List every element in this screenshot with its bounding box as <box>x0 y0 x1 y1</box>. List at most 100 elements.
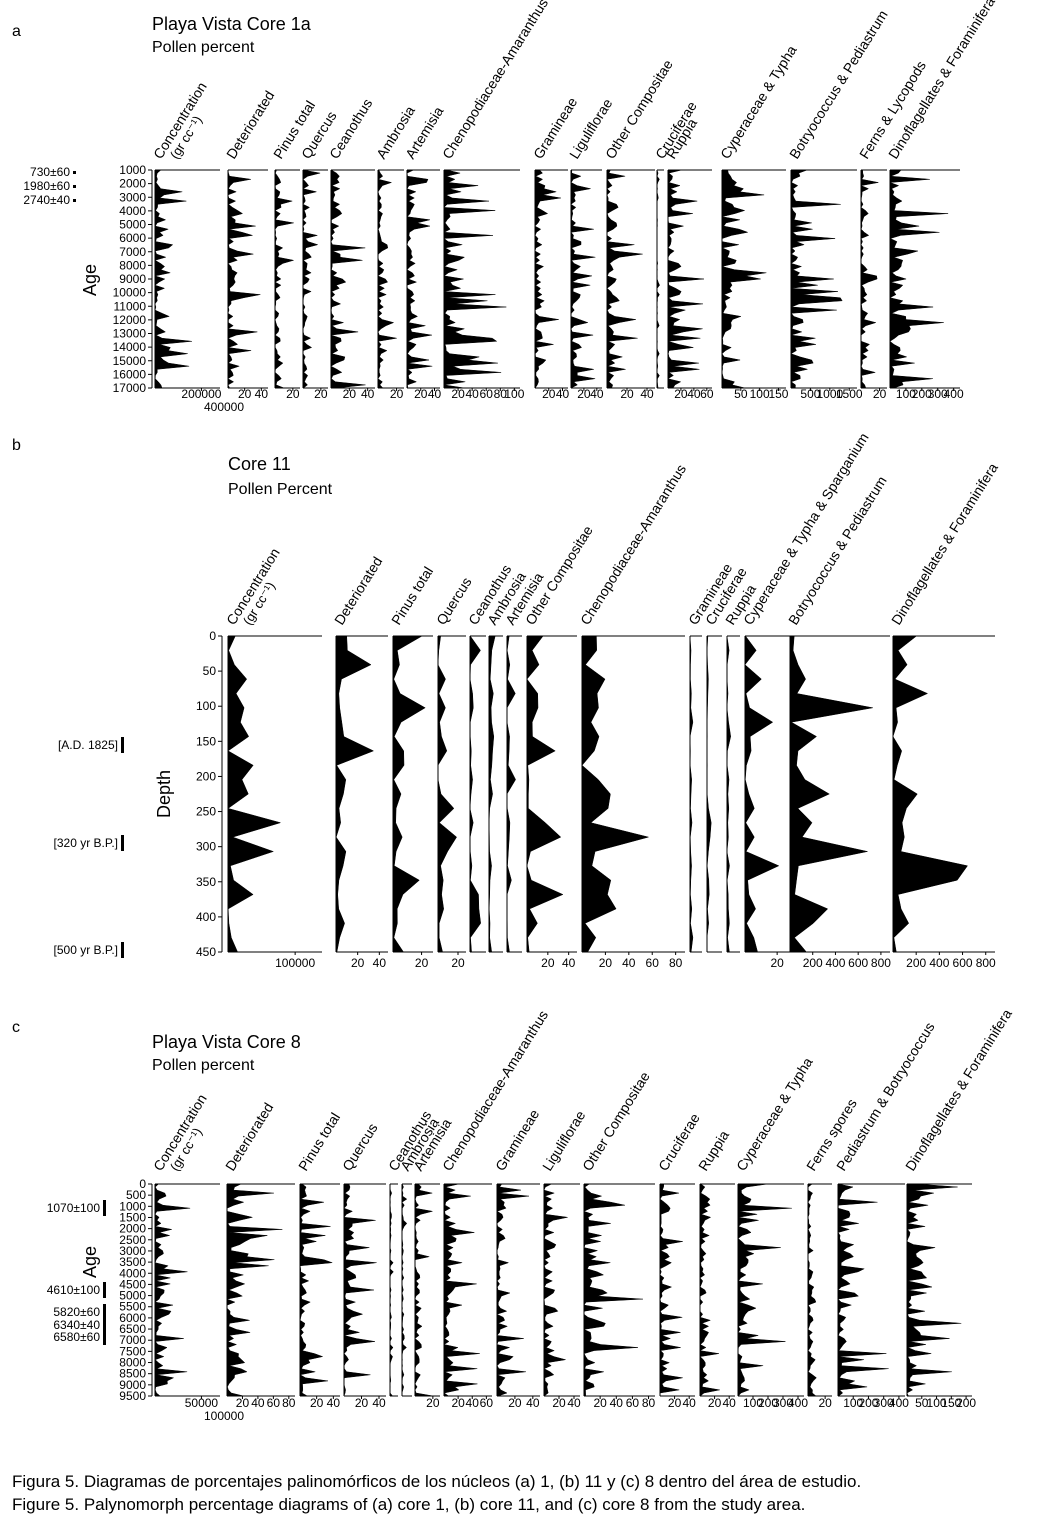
date-label: 6340±40 <box>53 1318 100 1332</box>
y-tick-label: 200 <box>196 769 216 783</box>
taxon-column: Other Compositae 20 40 60 80 <box>579 1069 656 1410</box>
x-tick-label: 1000 <box>816 387 843 401</box>
x-tick-label: 40 <box>567 1396 581 1410</box>
pollen-profile-area <box>227 169 261 389</box>
x-tick-label: 20 <box>620 387 634 401</box>
y-tick-label: 15000 <box>113 354 147 368</box>
date-marker <box>121 737 124 753</box>
pollen-profile-area <box>543 1183 568 1397</box>
pollen-profile-area <box>706 635 712 953</box>
pollen-profile-area <box>401 1183 408 1397</box>
column-label: Pinus total <box>388 564 436 628</box>
taxon-column: Ruppia 20 40 <box>695 1127 736 1410</box>
taxon-column: Quercus 20 40 <box>339 1120 386 1410</box>
pollen-profile-area <box>534 169 561 389</box>
panel-letter: a <box>12 23 21 40</box>
pollen-profile-area <box>227 635 282 953</box>
y-tick-label: 9000 <box>119 272 146 286</box>
pollen-profile-area <box>526 635 564 953</box>
x-tick-label: 40 <box>610 1396 624 1410</box>
x-tick-label: 20 <box>451 1396 465 1410</box>
x-tick-label: 100 <box>896 387 916 401</box>
x-tick-label: 200 <box>758 1396 778 1410</box>
y-tick-label: 8500 <box>119 1367 146 1381</box>
x-tick-label: 40 <box>682 1396 696 1410</box>
x-tick-label: 20 <box>577 387 591 401</box>
pollen-profile-area <box>789 635 873 953</box>
pollen-profile-area <box>392 635 426 953</box>
x-tick-label: 60 <box>700 387 714 401</box>
x-tick-label: 400 <box>929 956 949 970</box>
column-label: Deteriorated <box>331 554 385 628</box>
x-tick-label: 200000 <box>181 387 221 401</box>
pollen-profile-area <box>377 169 397 389</box>
pollen-profile-area <box>583 1183 643 1397</box>
y-tick-label: 9500 <box>119 1389 146 1403</box>
x-tick-label: 20 <box>552 1396 566 1410</box>
x-tick-label: 100 <box>750 387 770 401</box>
y-axis-label: Depth <box>154 770 174 818</box>
panel-title: Core 11 <box>228 454 291 474</box>
y-tick-label: 1500 <box>119 1210 146 1224</box>
y-tick-label: 10000 <box>113 286 147 300</box>
x-tick-label: 400 <box>889 1396 909 1410</box>
date-marker <box>103 1304 106 1320</box>
caption-english: Figure 5. Palynomorph percentage diagram… <box>12 1494 805 1516</box>
x-tick-label: 400 <box>825 956 845 970</box>
date-marker <box>103 1200 106 1216</box>
x-tick-label: 40 <box>373 956 387 970</box>
y-tick-label: 8000 <box>119 258 146 272</box>
x-tick-label: 80 <box>494 387 508 401</box>
pollen-profile-area <box>469 635 481 953</box>
caption-text: . Palynomorph percentage diagrams of (a)… <box>74 1495 806 1514</box>
pollen-profile-area <box>581 635 650 953</box>
date-marker <box>103 1317 106 1333</box>
x-tick-label: 20 <box>343 387 357 401</box>
x-tick-label: 800 <box>871 956 891 970</box>
date-marker <box>121 835 124 851</box>
pollen-profile-area <box>274 169 294 389</box>
x-tick-label: 40 <box>466 1396 480 1410</box>
x-tick-label: 40 <box>251 1396 265 1410</box>
column-label: Dinoflagellates & Foraminifera <box>888 460 1001 628</box>
taxon-column: Pinus total 20 <box>388 564 436 970</box>
x-tick-label: 20 <box>508 1396 522 1410</box>
y-tick-label: 1000 <box>119 163 146 177</box>
pollen-profile-area <box>343 1183 377 1397</box>
x-tick-label: 20 <box>770 956 784 970</box>
column-label: Deteriorated <box>223 88 277 162</box>
pollen-profile-area <box>807 1183 817 1397</box>
y-tick-label: 3000 <box>119 190 146 204</box>
taxon-column: Ambrosia <box>484 569 529 953</box>
date-marker <box>73 199 76 202</box>
x-tick-label: 20 <box>414 387 428 401</box>
date-label: 1980±60 <box>23 179 70 193</box>
y-tick-label: 300 <box>196 840 216 854</box>
x-tick-label: 80 <box>669 956 683 970</box>
x-tick-label: 40 <box>590 387 604 401</box>
column-label: Pinus total <box>295 1110 343 1174</box>
taxon-columns: Concentration(gr cc⁻¹)100000Deteriorated… <box>223 430 1001 970</box>
x-tick-label: 60 <box>267 1396 281 1410</box>
x-tick-label: 500 <box>800 387 820 401</box>
pollen-profile-area <box>790 169 843 389</box>
pollen-profile-area <box>892 635 968 953</box>
y-axis-label: Age <box>80 1246 100 1278</box>
x-tick-label: 20 <box>818 1396 832 1410</box>
panel-subtitle: Pollen Percent <box>228 481 333 498</box>
y-tick-label: 9000 <box>119 1378 146 1392</box>
panel-letter: c <box>12 1019 20 1036</box>
y-tick-label: 150 <box>196 734 216 748</box>
taxon-column: Dinoflagellates & Foraminifera1002003004… <box>885 0 998 401</box>
x-tick-label: 100 <box>927 1396 947 1410</box>
column-label: Chenopodiaceae-Amaranthus <box>577 461 689 627</box>
x-tick-label: 20 <box>310 1396 324 1410</box>
panel-b: b Core 11 Pollen Percent Depth 0 50 100 150… <box>12 430 1001 970</box>
date-marker <box>73 171 76 174</box>
x-tick-label: 20 <box>286 387 300 401</box>
pollen-profile-area <box>496 1183 530 1397</box>
